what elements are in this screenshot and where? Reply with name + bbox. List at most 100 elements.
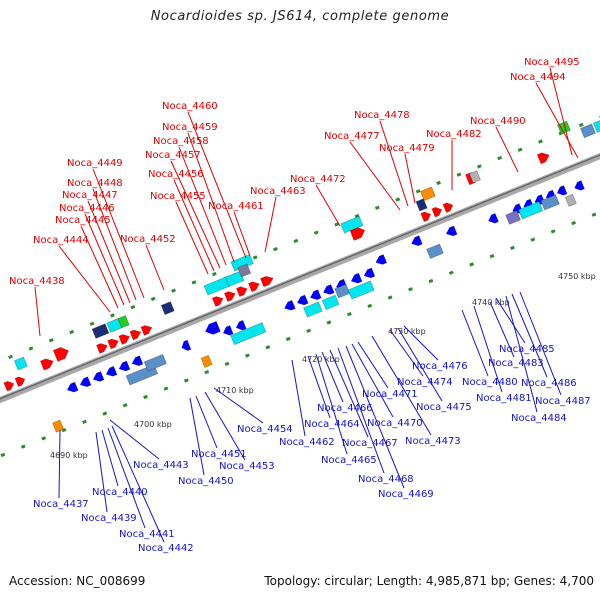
gene-label[interactable]: Noca_4463 [250,186,306,197]
forward-gene-arrow [39,358,54,371]
tick-mark [89,321,95,326]
gene-label[interactable]: Noca_4443 [133,460,189,471]
tick-mark [428,278,434,284]
gene-label[interactable]: Noca_4473 [405,436,461,447]
tick-mark [326,320,332,325]
scale-label: 4690 kbp [50,451,88,460]
gene-label[interactable]: Noca_4437 [33,499,89,510]
gene-label[interactable]: Noca_4483 [488,358,544,369]
gene-label[interactable]: Noca_4484 [511,413,567,424]
gene-label[interactable]: Noca_4466 [317,403,373,414]
gene-label[interactable]: Noca_4445 [55,215,111,226]
leader-line [535,82,579,159]
leader-line [495,126,519,173]
gene-label[interactable]: Noca_4454 [237,424,293,435]
gene-label[interactable]: Noca_4467 [342,438,398,449]
gene-label[interactable]: Noca_4479 [379,143,435,154]
scale-label: 4750 kbp [558,272,596,281]
gene-label[interactable]: Noca_4480 [462,377,518,388]
gene-label[interactable]: Noca_4455 [150,191,206,202]
gene-label[interactable]: Noca_4449 [67,158,123,169]
reverse-gene-arrow [181,339,192,351]
gene-label[interactable]: Noca_4471 [362,389,418,400]
gene-label[interactable]: Noca_4450 [178,476,234,487]
gene-label[interactable]: Noca_4446 [59,203,115,214]
forward-gene-arrow [14,376,26,387]
gene-label[interactable]: Noca_4458 [153,136,209,147]
forward-gene-arrow [248,281,260,293]
gene-label[interactable]: Noca_4459 [162,122,218,133]
gene-label[interactable]: Noca_4447 [62,190,118,201]
gene-label[interactable]: Noca_4478 [354,110,410,121]
gene-label[interactable]: Noca_4438 [9,276,65,287]
gene-label[interactable]: Noca_4441 [119,529,175,540]
gene-label[interactable]: Noca_4476 [412,361,468,372]
tick-mark [8,354,13,359]
tick-mark [163,386,169,391]
tick-mark [510,245,515,250]
gene-label[interactable]: Noca_4481 [476,393,532,404]
gene-label[interactable]: Noca_4465 [321,455,377,466]
gene-label[interactable]: Noca_4470 [367,418,423,429]
gene-label[interactable]: Noca_4464 [304,419,360,430]
gene-label[interactable]: Noca_4475 [416,402,472,413]
tick-mark [374,205,380,210]
gene-label[interactable]: Noca_4486 [521,378,577,389]
leader-line [349,141,401,211]
gene-label[interactable]: Noca_4490 [470,116,526,127]
tick-mark [41,436,47,441]
leader-line [397,327,443,402]
gene-label[interactable]: Noca_4477 [324,131,380,142]
gene-label[interactable]: Noca_4453 [219,461,275,472]
feature-block [564,193,577,207]
gene-label[interactable]: Noca_4451 [191,449,247,460]
forward-gene-arrow [96,343,108,354]
feature-block [505,210,521,225]
gene-label[interactable]: Noca_4440 [92,487,148,498]
scale-label: 4710 kbp [216,386,254,395]
gene-label[interactable]: Noca_4462 [279,437,335,448]
feature-block [426,243,444,259]
gene-label[interactable]: Noca_4495 [524,57,580,68]
reverse-gene-arrow [66,381,79,393]
tick-mark [456,172,462,177]
tick-mark [0,452,6,458]
tick-mark [82,419,87,424]
gene-label[interactable]: Noca_4448 [67,178,123,189]
tick-mark [69,329,75,335]
reverse-gene-arrow [574,180,585,191]
gene-label[interactable]: Noca_4487 [535,396,591,407]
gene-label[interactable]: Noca_4485 [499,344,555,355]
gene-label[interactable]: Noca_4469 [378,489,434,500]
forward-gene-arrow [107,338,119,350]
tick-mark [204,370,210,375]
forward-gene-arrow [52,347,69,362]
gene-label[interactable]: Noca_4457 [145,150,201,161]
gene-label[interactable]: Noca_4442 [138,543,194,554]
gene-label[interactable]: Noca_4460 [162,101,218,112]
tick-mark [28,346,34,351]
reverse-gene-arrow [296,294,309,306]
gene-label[interactable]: Noca_4456 [148,169,204,180]
tick-mark [293,238,299,244]
gene-label[interactable]: Noca_4472 [290,174,346,185]
leader-line [461,309,489,377]
gene-label[interactable]: Noca_4452 [120,234,176,245]
feature-block [540,194,560,211]
leader-line [389,329,424,377]
reverse-gene-arrow [222,325,234,336]
gene-label[interactable]: Noca_4444 [33,235,89,246]
gene-label[interactable]: Noca_4474 [397,377,453,388]
feature-block [420,186,436,202]
gene-label[interactable]: Noca_4482 [426,129,482,140]
gene-label[interactable]: Noca_4494 [510,72,566,83]
gene-label[interactable]: Noca_4468 [358,474,414,485]
leader-line [204,391,246,461]
tick-mark [591,212,597,217]
leader-line [107,427,146,529]
forward-gene-arrow [129,329,142,341]
gene-label[interactable]: Noca_4439 [81,513,137,524]
feature-block [593,116,600,133]
feature-block [468,170,481,184]
gene-label[interactable]: Noca_4461 [208,201,264,212]
